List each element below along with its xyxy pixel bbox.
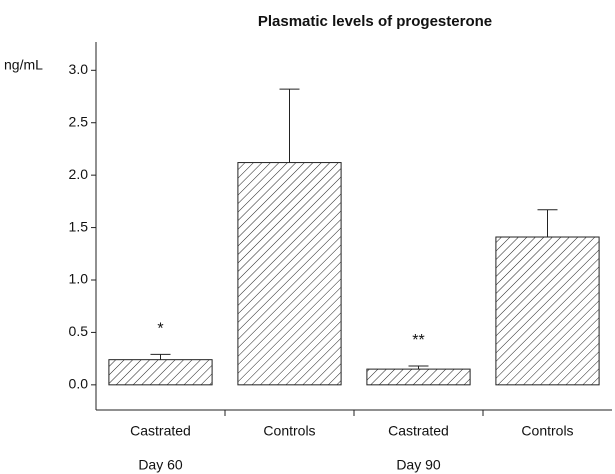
y-tick-label: 1.5 [69, 218, 89, 234]
chart-title: Plasmatic levels of progesterone [258, 13, 492, 30]
y-tick-label: 0.5 [69, 323, 89, 339]
x-tick-label: Controls [521, 423, 573, 439]
group-label: Day 60 [138, 457, 183, 473]
annotation: * [157, 321, 163, 338]
y-tick-label: 2.5 [69, 113, 89, 129]
y-tick-label: 2.0 [69, 166, 89, 182]
bar [366, 368, 471, 386]
group-label: Day 90 [396, 457, 441, 473]
x-tick-label: Castrated [388, 423, 449, 439]
y-tick-label: 3.0 [69, 61, 89, 77]
bar [108, 359, 213, 386]
bar [237, 162, 342, 386]
x-tick-label: Castrated [130, 423, 191, 439]
x-tick-label: Controls [263, 423, 315, 439]
annotation: ** [412, 332, 424, 349]
y-tick-label: 0.0 [69, 376, 89, 392]
bar [495, 236, 600, 386]
y-axis-label: ng/mL [4, 57, 43, 73]
y-tick-label: 1.0 [69, 271, 89, 287]
